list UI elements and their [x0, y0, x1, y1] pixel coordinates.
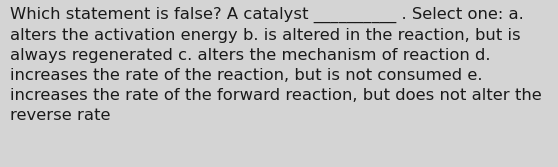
Text: Which statement is false? A catalyst __________ . Select one: a.
alters the acti: Which statement is false? A catalyst ___…	[10, 7, 542, 123]
